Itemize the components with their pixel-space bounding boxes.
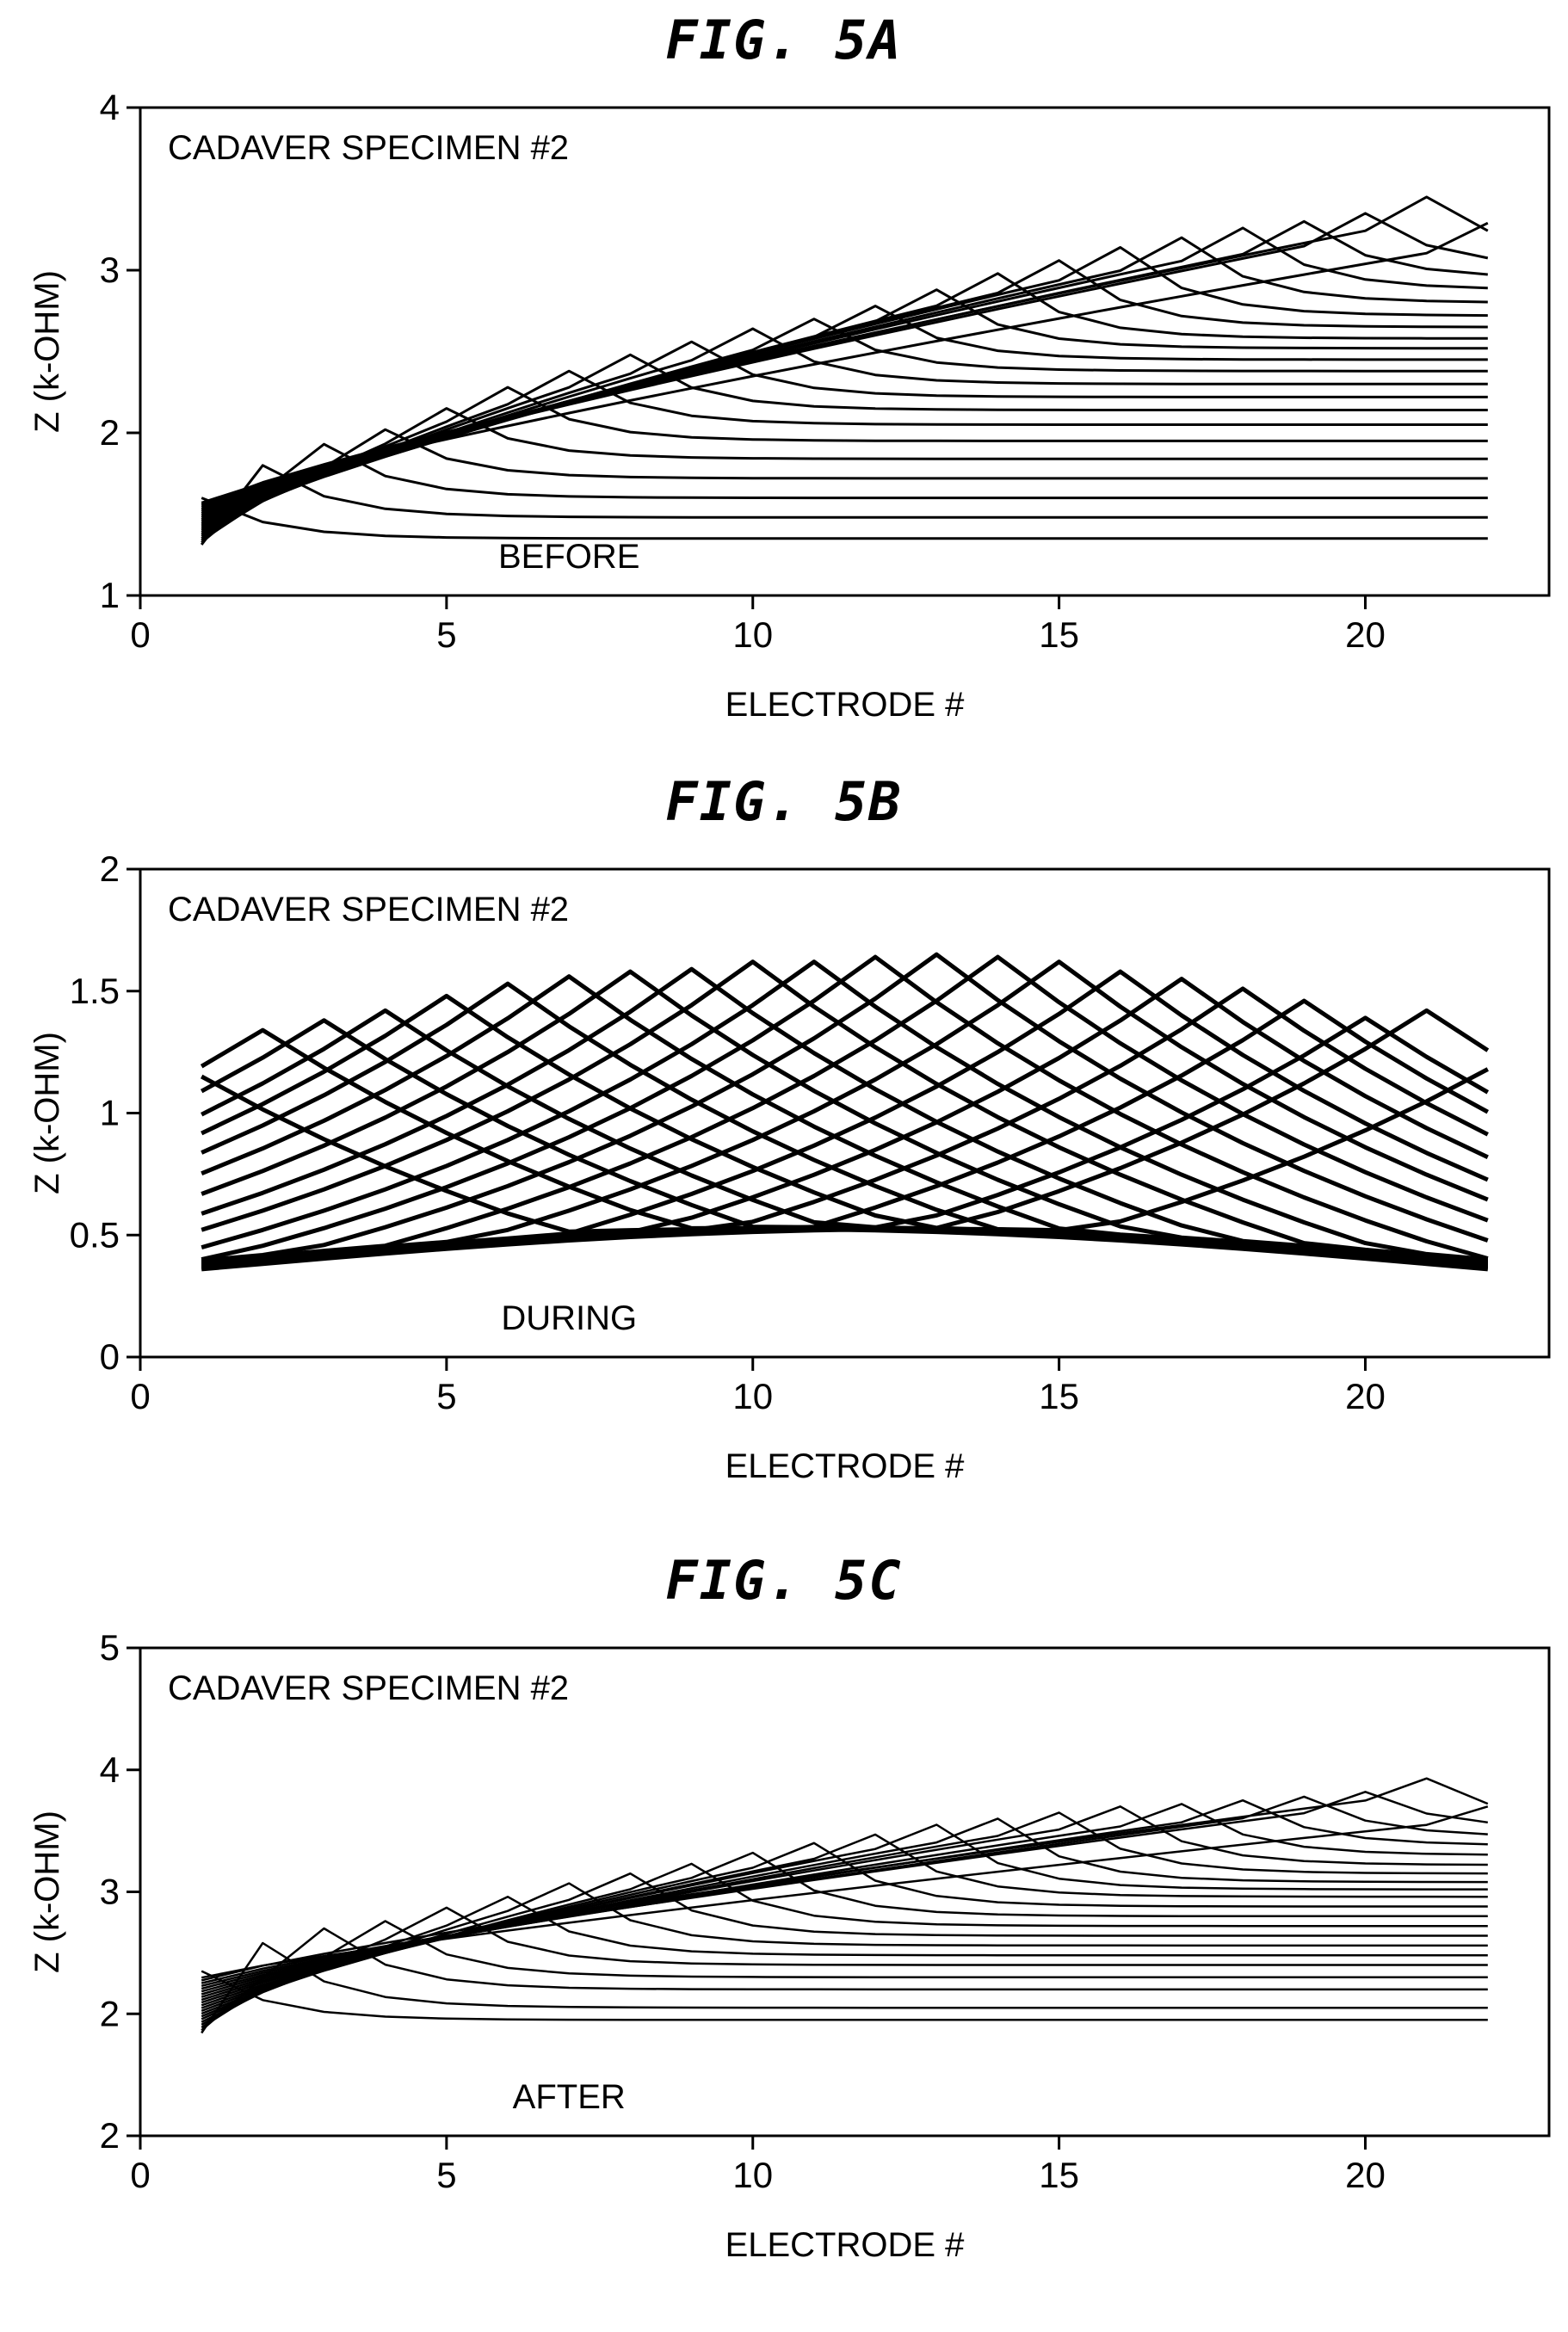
x-tick-label: 5 [436,614,456,655]
y-axis-label: Z (k-OHM) [28,1032,66,1194]
y-tick-label: 0 [100,1336,120,1377]
x-tick-label: 0 [130,1376,150,1416]
series-line-15 [201,1811,1488,1998]
curves-group [200,952,1490,1272]
y-axis-label: Z (k-OHM) [28,270,66,433]
series-line-19 [201,1795,1488,1988]
fig-5c-title: FIG. 5C [665,1549,903,1612]
x-tick-label: 5 [436,1376,456,1416]
chart-fig-5c: 2 2 3 4 5 0 5 10 15 20 ELECTRODE # Z (k-OHM) CADAVER… [28,1627,1551,2264]
series-line-20 [201,1791,1488,1984]
x-tick-label: 20 [1345,1376,1386,1416]
y-tick-label: 5 [100,1627,120,1668]
condition-label: BEFORE [498,538,639,576]
x-tick-label: 10 [732,1376,773,1416]
series-line-2 [201,464,1488,546]
series-line-18 [201,1798,1488,1990]
series-line-20 [201,212,1489,509]
plot-frame [139,867,1551,1359]
series-line-1 [201,1970,1488,2021]
y-tick-label: 2 [100,1993,120,2033]
series-line-10 [201,959,1489,1263]
series-line-6 [201,1895,1488,2023]
series-line-21 [201,195,1489,507]
series-line-3 [201,1927,1488,2032]
series-line-13 [201,1823,1488,2004]
series-line-5 [201,407,1488,540]
y-tick-label: 1.5 [70,971,120,1011]
chart-fig-5a: 1 2 3 4 0 5 10 15 20 ELECTRODE # Z (k-OHM) CADAVER … [28,87,1551,724]
x-tick-label: 15 [1039,2155,1079,2195]
y-tick-label: 1 [100,1093,120,1133]
x-tick-label: 10 [732,2155,773,2195]
series-line-12 [201,954,1489,1262]
series-line-14 [201,954,1489,1264]
x-tick-label: 15 [1039,614,1079,655]
series-line-2 [201,1941,1488,2034]
x-tick-label: 15 [1039,1376,1079,1416]
y-tick-label: 3 [100,250,120,290]
y-tick-label: 4 [100,1749,120,1790]
y-tick-label: 2 [100,848,120,889]
specimen-annotation: CADAVER SPECIMEN #2 [168,1669,569,1707]
series-line-22 [201,1067,1489,1272]
x-axis-label: ELECTRODE # [725,686,966,724]
series-line-6 [201,386,1488,538]
y-axis-label: Z (k-OHM) [28,1811,66,1973]
y-tick-label: 0.5 [70,1214,120,1255]
series-line-22 [201,221,1489,504]
condition-label: AFTER [513,2078,626,2116]
x-axis-label: ELECTRODE # [725,1447,966,1485]
series-line-3 [201,442,1488,544]
specimen-annotation: CADAVER SPECIMEN #2 [168,891,569,928]
series-line-21 [201,1777,1489,1982]
curves-group [201,1777,1489,2034]
series-line-19 [201,219,1488,511]
fig-5b-title: FIG. 5B [665,770,903,833]
series-line-17 [201,236,1488,515]
fig-5a-title: FIG. 5A [665,9,903,71]
y-tick-label: 1 [100,575,120,615]
condition-label: DURING [501,1299,637,1337]
x-axis-label: ELECTRODE # [725,2226,966,2264]
x-tick-label: 0 [130,614,150,655]
x-tick-label: 20 [1345,2155,1386,2195]
series-line-1 [201,497,1488,540]
series-line-13 [201,952,1489,1263]
series-line-7 [201,1882,1488,2020]
specimen-annotation: CADAVER SPECIMEN #2 [168,129,569,167]
series-line-22 [201,1805,1489,1979]
series-line-9 [201,1862,1488,2015]
plot-frame [139,1646,1551,2138]
y-tick-label: 3 [100,1872,120,1912]
series-line-16 [201,246,1488,517]
series-line-11 [201,959,1489,1262]
series-line-9 [201,966,1489,1264]
curves-group [201,195,1489,546]
series-line-4 [201,1920,1488,2029]
plot-frame [139,106,1551,597]
x-tick-label: 20 [1345,614,1386,655]
x-tick-label: 10 [732,614,773,655]
series-line-7 [201,369,1488,536]
y-tick-label: 4 [100,87,120,127]
series-line-5 [201,1906,1488,2026]
y-tick-label: 2 [100,2115,120,2156]
y-tick-label: 2 [100,412,120,453]
x-tick-label: 5 [436,2155,456,2195]
series-line-17 [201,977,1489,1267]
x-tick-label: 0 [130,2155,150,2195]
